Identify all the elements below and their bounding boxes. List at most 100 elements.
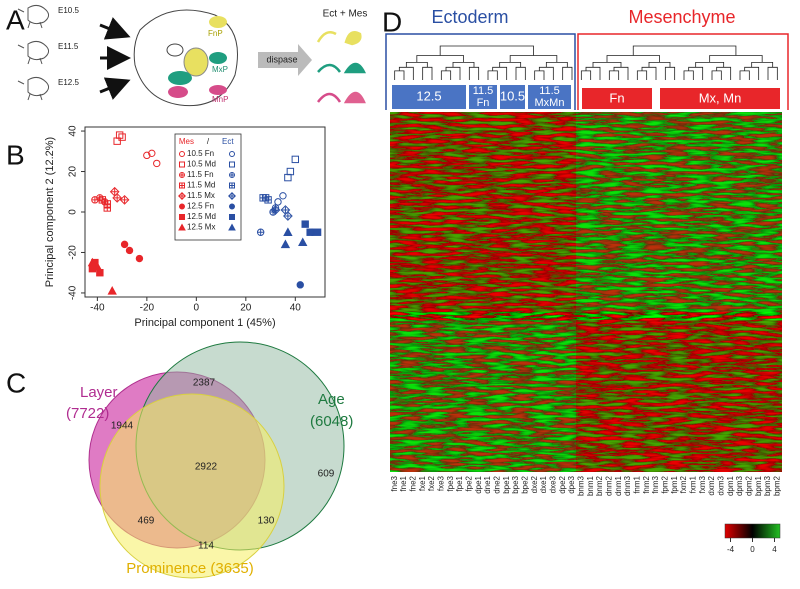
point xyxy=(179,172,185,178)
point xyxy=(261,194,270,202)
dendrogram xyxy=(648,61,671,68)
group-box xyxy=(528,85,571,109)
dendrogram xyxy=(468,66,480,80)
panel-a: A E10.5 E11.5 E12.5 FnP MxP MnP dispase … xyxy=(6,4,367,107)
column-label: fne3 xyxy=(390,475,399,491)
point-shape xyxy=(228,223,236,231)
set-total: (6048) xyxy=(310,413,353,430)
y-tick-label: -20 xyxy=(68,245,79,260)
dendrogram xyxy=(439,45,534,56)
point-shape xyxy=(274,198,282,206)
dendrogram xyxy=(499,61,522,68)
column-label: dnm1 xyxy=(614,475,623,496)
legend-separator: / xyxy=(207,137,210,146)
dendrogram xyxy=(398,66,414,80)
point xyxy=(228,223,236,231)
legend-label: 11.5 Md xyxy=(187,181,215,190)
point-shape xyxy=(179,151,185,157)
column-label: bpm3 xyxy=(763,475,772,496)
point-shape xyxy=(229,203,235,210)
region-count: 1944 xyxy=(111,421,134,432)
dendrogram xyxy=(608,70,620,80)
point-shape xyxy=(179,214,185,220)
group-box-label: 10.5 xyxy=(500,88,525,103)
point-shape xyxy=(280,239,291,249)
heatmap-shade xyxy=(390,112,576,312)
point xyxy=(118,133,126,141)
point xyxy=(256,228,265,236)
y-tick-label: 20 xyxy=(68,166,79,178)
column-label: fne1 xyxy=(399,475,408,491)
point xyxy=(286,167,295,176)
dendrogram xyxy=(767,66,778,80)
y-tick-label: 40 xyxy=(68,125,79,137)
set-label: Layer xyxy=(80,384,118,401)
dendrogram xyxy=(688,66,704,80)
dendrogram xyxy=(422,66,433,80)
group-bracket xyxy=(577,33,789,110)
point xyxy=(229,151,235,157)
point xyxy=(143,151,151,160)
point-shape xyxy=(153,159,161,168)
point-shape xyxy=(313,228,322,236)
panel-b: B Principal component 1 (45%) Principal … xyxy=(6,126,326,329)
point-shape xyxy=(301,220,309,228)
point-shape xyxy=(229,214,235,220)
column-label: fpe1 xyxy=(455,475,464,491)
age-label: E10.5 xyxy=(58,6,79,15)
panel-letter: B xyxy=(6,139,25,170)
column-label: fpe3 xyxy=(446,475,455,491)
point-cross xyxy=(179,193,185,199)
column-label: fxe1 xyxy=(418,475,427,491)
column-label: dxm3 xyxy=(716,475,725,495)
point xyxy=(229,214,235,220)
group-box xyxy=(582,88,652,109)
panel-letter: A xyxy=(6,4,25,35)
point-shape xyxy=(298,237,308,247)
group-box xyxy=(392,85,466,109)
point-shape xyxy=(229,151,235,157)
colorbar-tick-label: 4 xyxy=(772,545,777,554)
column-label: fnm2 xyxy=(642,475,651,493)
point-shape xyxy=(270,205,281,215)
age-label: E11.5 xyxy=(58,42,79,51)
column-label: dne1 xyxy=(483,475,492,493)
point-cross xyxy=(257,229,264,236)
panel-letter: C xyxy=(6,367,26,398)
region-count: 609 xyxy=(318,469,335,480)
colorbar-tick-label: 0 xyxy=(750,545,755,554)
group-box-label: Mx, Mn xyxy=(699,90,742,105)
column-label: fxm1 xyxy=(688,475,697,493)
point-cross xyxy=(229,183,235,188)
point-shape xyxy=(229,161,235,168)
point xyxy=(284,173,292,182)
column-label: dxe2 xyxy=(530,475,539,493)
age-label: E12.5 xyxy=(58,78,79,87)
column-label: fpm2 xyxy=(660,475,669,493)
column-label: dxe3 xyxy=(548,475,557,493)
point-shape xyxy=(283,227,293,236)
set-label: Prominence (3635) xyxy=(126,560,254,577)
point-shape xyxy=(283,211,293,221)
dendrogram xyxy=(739,70,750,80)
column-label: dpe2 xyxy=(558,475,567,493)
set-label: Age xyxy=(318,391,345,408)
tissue-icons xyxy=(316,31,367,104)
dendrogram xyxy=(592,61,622,68)
group-box-label: 11.5 xyxy=(473,85,494,97)
x-tick-label: -40 xyxy=(90,303,105,314)
dendrogram xyxy=(695,61,725,68)
point xyxy=(229,161,235,168)
dendrogram xyxy=(709,55,763,63)
group-box-label: 11.5 xyxy=(539,85,560,97)
point-shape xyxy=(279,192,287,200)
x-axis-label: Principal component 1 (45%) xyxy=(134,317,275,329)
point xyxy=(283,227,293,236)
point-cross xyxy=(284,212,292,220)
x-tick-label: -20 xyxy=(140,303,155,314)
column-label: dpe1 xyxy=(474,475,483,493)
legend-label: 10.5 Fn xyxy=(187,149,214,158)
point-shape xyxy=(291,155,300,164)
group-box-label: 12.5 xyxy=(416,88,441,103)
